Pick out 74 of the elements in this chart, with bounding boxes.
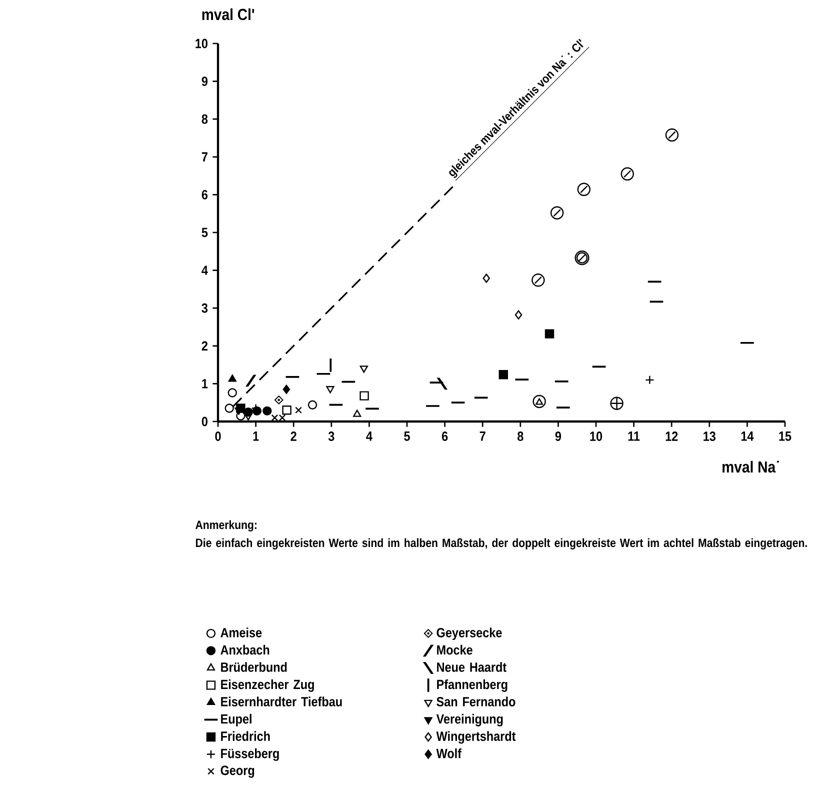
y-tick-label: 4 (202, 266, 208, 275)
legend-label: Ameise (220, 628, 262, 638)
legend-label: Eupel (221, 714, 252, 726)
legend-label: Vereinigung (436, 714, 503, 726)
text: Anmerkung: (196, 520, 256, 532)
point (544, 329, 554, 338)
text: Die einfach eingekreisten Werte sind im halben Maßstab, der doppelt eingekreiste Wert im achtel Maßstab eingetragen. (196, 538, 807, 550)
legend-label: Friedrich (221, 731, 270, 741)
point (514, 310, 522, 320)
y-axis-title: mval Cl' (202, 8, 254, 20)
y-tick-label: 0 (202, 416, 208, 426)
x-tick-label: 11 (628, 432, 640, 441)
point (498, 370, 508, 380)
y-tick-label: 9 (202, 76, 208, 86)
x-tick-label: 15 (779, 432, 792, 441)
point (326, 386, 334, 394)
x-tick-label: 2 (290, 432, 296, 441)
point (228, 388, 237, 398)
point (360, 391, 369, 400)
legend-label: Füsseberg (221, 748, 279, 761)
x-tick-label: 0 (215, 432, 221, 441)
legend-label: Brüderbund (221, 662, 287, 672)
point (532, 274, 545, 287)
x-tick-label: 3 (328, 432, 334, 441)
legend-label: Georg (220, 766, 254, 778)
point (482, 274, 490, 283)
y-tick-label: 10 (196, 38, 208, 48)
legend-label: Wolf (436, 748, 462, 758)
point (295, 406, 302, 414)
x-axis-title: mval Na˙ (722, 460, 779, 473)
point (282, 384, 290, 394)
point (282, 406, 292, 415)
point (360, 366, 368, 373)
x-tick-label: 8 (518, 432, 524, 441)
point (246, 374, 256, 387)
point (574, 250, 590, 266)
x-tick-label: 10 (590, 432, 602, 441)
legend-label: Geyersecke (436, 628, 502, 640)
legend-label: Neue Haardt (437, 662, 506, 672)
legend-label: Wingertshardt (436, 731, 516, 744)
x-tick-label: 6 (442, 432, 448, 441)
x-tick-label: 13 (704, 432, 716, 441)
point (353, 410, 362, 417)
point (308, 400, 318, 410)
point (610, 396, 624, 410)
y-tick-label: 7 (202, 152, 208, 162)
x-tick-label: 7 (480, 432, 486, 441)
y-tick-label: 1 (202, 379, 208, 388)
point (224, 404, 234, 413)
y-tick-label: 6 (202, 190, 208, 200)
point (550, 206, 564, 220)
y-tick-label: 8 (202, 114, 208, 124)
x-tick-label: 12 (666, 432, 678, 441)
point (532, 394, 546, 408)
legend-label: Eisenzecher Zug (221, 679, 314, 692)
legend-label: Pfannenberg (437, 679, 508, 692)
legend-label: Eisernhardter Tiefbau (221, 696, 342, 706)
point (236, 404, 246, 413)
legend-label: Anxbach (220, 644, 270, 655)
y-tick-label: 2 (202, 341, 208, 351)
point (620, 167, 634, 181)
y-tick-label: 3 (202, 303, 208, 313)
legend-label: Mocke (437, 644, 472, 655)
point (228, 374, 236, 382)
x-tick-label: 14 (741, 432, 754, 441)
point (665, 128, 679, 142)
point (577, 182, 591, 196)
y-tick-label: 5 (202, 228, 208, 238)
x-tick-label: 1 (253, 432, 259, 441)
x-tick-label: 9 (555, 432, 562, 441)
legend-label: San Fernando (436, 696, 516, 706)
x-tick-label: 4 (366, 432, 372, 441)
x-tick-label: 5 (404, 432, 410, 441)
point (262, 406, 272, 416)
